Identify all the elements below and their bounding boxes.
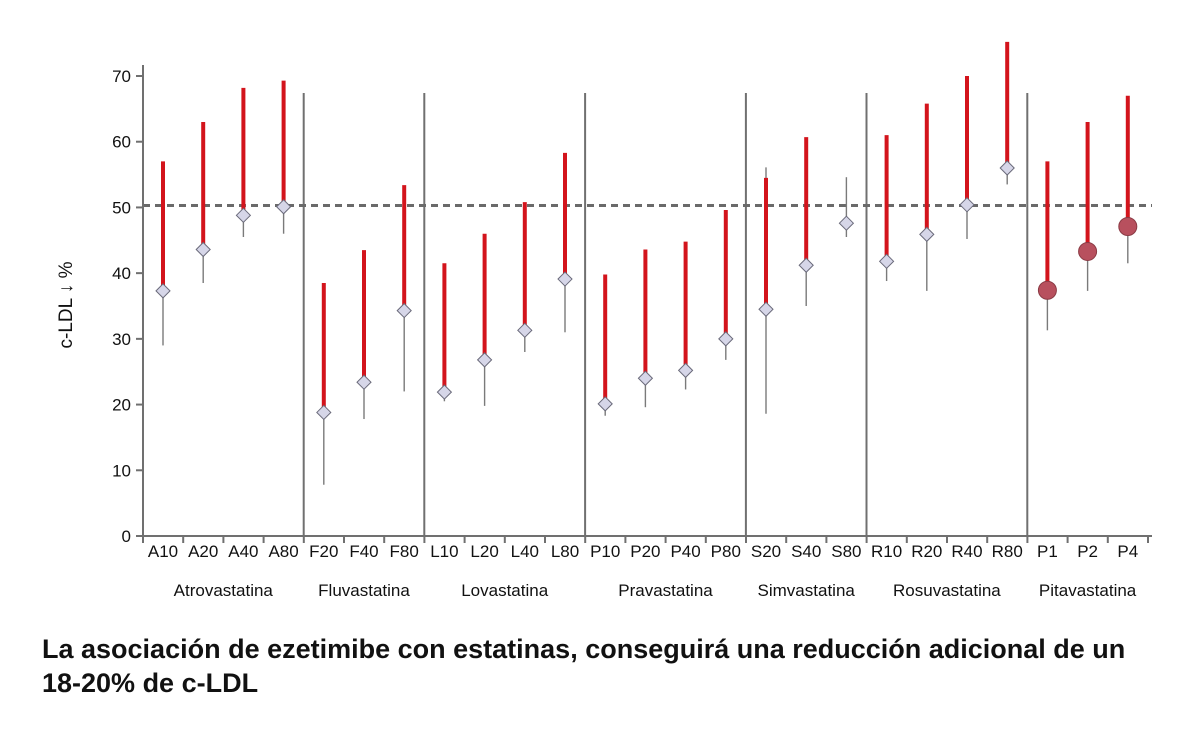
point-P2: [1078, 241, 1098, 261]
group-label-simvastatina: Simvastatina: [758, 581, 856, 600]
x-tick-label-R40: R40: [951, 542, 982, 561]
y-axis-title: c-LDL ↓ %: [56, 261, 77, 348]
y-tick-label: 20: [112, 396, 131, 415]
point-P10: [597, 396, 613, 412]
point-F40: [356, 374, 372, 390]
x-tick-label-P40: P40: [670, 542, 700, 561]
x-tick-label-L40: L40: [511, 542, 539, 561]
x-tick-label-A40: A40: [228, 542, 258, 561]
point-P1: [1037, 280, 1057, 300]
point-A20: [195, 241, 211, 258]
x-tick-label-P2: P2: [1077, 542, 1098, 561]
point-P40: [677, 362, 694, 379]
y-tick-label: 0: [122, 527, 131, 546]
point-R40: [959, 197, 975, 213]
axes: 0 10 20 30 40 50 60 70: [112, 65, 1152, 546]
point-P80: [718, 331, 734, 347]
point-R20: [919, 226, 935, 243]
x-tick-label-R10: R10: [871, 542, 902, 561]
x-tick-label-R20: R20: [911, 542, 942, 561]
point-L40: [517, 322, 533, 339]
x-tick-label-P4: P4: [1117, 542, 1138, 561]
point-S20: [758, 301, 774, 317]
point-S80: [838, 215, 855, 231]
point-R80: [999, 160, 1015, 176]
point-L20: [476, 352, 493, 368]
labels: c-LDL ↓ % A10 A20 A40 A80 F20 F40 F80 L10 L20 L40…: [56, 261, 1138, 600]
x-tick-label-F20: F20: [309, 542, 338, 561]
group-label-pitavastatina: Pitavastatina: [1039, 581, 1137, 600]
point-L10: [436, 384, 453, 400]
x-tick-label-A80: A80: [268, 542, 298, 561]
x-tick-label-F40: F40: [349, 542, 378, 561]
point-R10: [878, 253, 895, 270]
x-tick-label-A10: A10: [148, 542, 178, 561]
y-tick-label: 40: [112, 264, 131, 283]
group-label-pravastatina: Pravastatina: [618, 581, 713, 600]
point-F20: [316, 404, 332, 421]
point-P20: [637, 370, 654, 386]
data-marks: [155, 41, 1138, 485]
x-tick-label-S80: S80: [831, 542, 861, 561]
x-tick-label-S20: S20: [751, 542, 781, 561]
x-tick-label-S40: S40: [791, 542, 821, 561]
x-tick-label-L10: L10: [430, 542, 458, 561]
x-tick-label-F80: F80: [390, 542, 419, 561]
group-dividers: [302, 93, 1029, 536]
point-F80: [396, 302, 412, 319]
group-label-fluvastatina: Fluvastatina: [318, 581, 410, 600]
x-tick-label-P20: P20: [630, 542, 660, 561]
point-A40: [235, 207, 252, 224]
point-L80: [557, 271, 573, 287]
group-label-lovastatina: Lovastatina: [461, 581, 548, 600]
point-P4: [1118, 216, 1138, 236]
y-tick-label: 60: [112, 133, 131, 152]
y-tick-label: 50: [112, 198, 131, 217]
x-tick-label-P80: P80: [711, 542, 741, 561]
x-tick-label-P1: P1: [1037, 542, 1058, 561]
x-tick-label-P10: P10: [590, 542, 620, 561]
point-S40: [798, 257, 814, 273]
point-A80: [275, 199, 292, 215]
group-label-atrovastatina: Atrovastatina: [174, 581, 274, 600]
x-tick-label-R80: R80: [992, 542, 1023, 561]
x-tick-label-L80: L80: [551, 542, 579, 561]
y-tick-label: 10: [112, 461, 131, 480]
point-A10: [155, 283, 171, 299]
x-tick-label-L20: L20: [470, 542, 498, 561]
caption: La asociación de ezetimibe con estatinas…: [42, 634, 1126, 698]
y-tick-label: 30: [112, 330, 131, 349]
y-tick-label: 70: [112, 67, 131, 86]
chart: 0 10 20 30 40 50 60 70 c-LDL ↓ % A10 A20 A40 A80 F2…: [56, 41, 1152, 600]
group-label-rosuvastatina: Rosuvastatina: [893, 581, 1001, 600]
x-tick-label-A20: A20: [188, 542, 218, 561]
